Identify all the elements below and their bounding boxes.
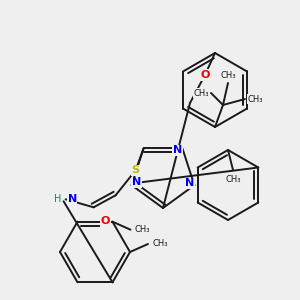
Text: O: O [200, 70, 210, 80]
Text: CH₃: CH₃ [247, 94, 263, 103]
Text: H: H [54, 194, 61, 204]
Text: CH₃: CH₃ [135, 225, 150, 234]
Text: CH₃: CH₃ [220, 70, 236, 80]
Text: N: N [173, 145, 182, 155]
Text: CH₃: CH₃ [152, 239, 168, 248]
Text: N: N [68, 194, 77, 204]
Text: S: S [132, 165, 140, 175]
Text: N: N [185, 178, 194, 188]
Text: CH₃: CH₃ [225, 176, 241, 184]
Text: O: O [101, 216, 110, 226]
Text: N: N [132, 177, 141, 187]
Text: CH₃: CH₃ [193, 88, 209, 98]
